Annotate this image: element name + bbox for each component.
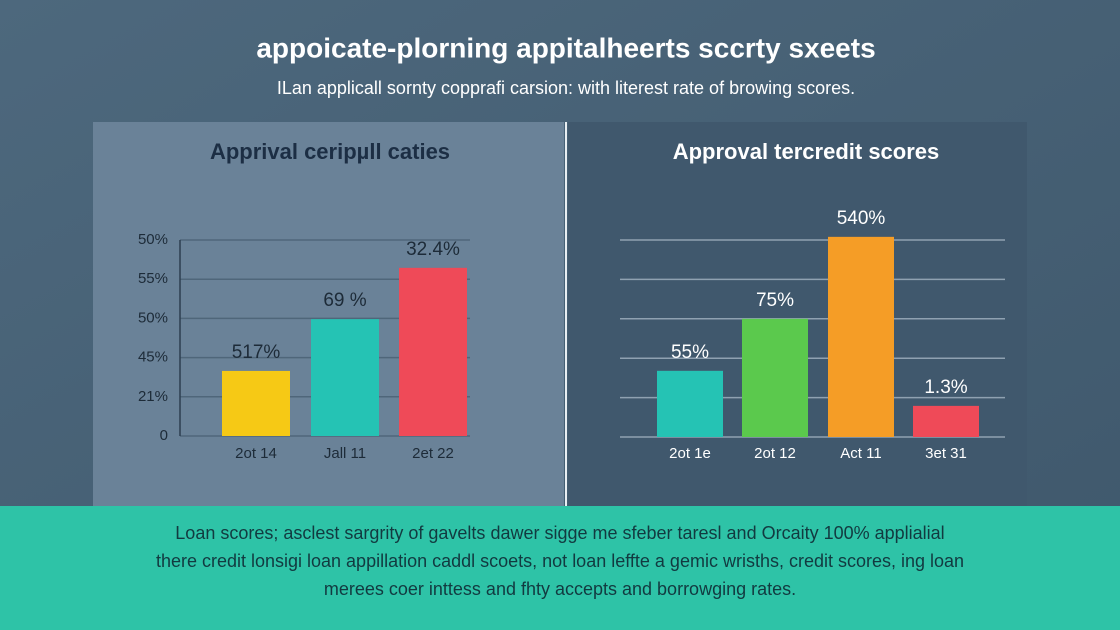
page-title: appoicate-plorning appitalheerts sccrty … (256, 32, 875, 63)
y-tick-label: 45% (138, 349, 168, 366)
footer-band (0, 506, 1120, 630)
chart-title: Apprival ceripµll caties (210, 139, 450, 164)
x-tick-label: Act 11 (840, 445, 881, 462)
bar (657, 370, 723, 437)
x-tick-label: 3et 31 (925, 445, 967, 462)
bar (913, 405, 979, 437)
chart-title: Approval tercredit scores (673, 139, 940, 164)
y-tick-label: 21% (138, 388, 168, 405)
bar (742, 318, 808, 437)
footer-line: Loan scores; asclest sargrity of gavelts… (175, 523, 944, 543)
value-label: 540% (837, 208, 886, 229)
x-tick-label: 2ot 1e (669, 445, 711, 462)
bar (311, 319, 379, 436)
value-label: 517% (232, 342, 281, 363)
footer: Loan scores; asclest sargrity of gavelts… (156, 523, 964, 599)
value-label: 1.3% (924, 377, 967, 398)
y-tick-label: 0 (160, 427, 168, 444)
x-tick-label: 2et 22 (412, 445, 454, 462)
bar (828, 236, 894, 437)
y-tick-label: 50% (138, 231, 168, 248)
x-tick-label: 2ot 14 (235, 445, 277, 462)
y-tick-label: 55% (138, 270, 168, 287)
page-subtitle: ILan applicall sornty coppraﬁ carsion: w… (277, 78, 855, 98)
right-panel (568, 122, 1027, 506)
left-panel (93, 122, 564, 506)
value-label: 69 % (323, 290, 366, 311)
bar (222, 370, 290, 436)
bar (399, 267, 467, 436)
value-label: 32.4% (406, 239, 460, 260)
x-tick-label: Jall 11 (324, 445, 366, 462)
value-label: 75% (756, 290, 794, 311)
y-tick-label: 50% (138, 309, 168, 326)
footer-line: there credit lonsigi loan appillation ca… (156, 551, 964, 571)
footer-line: merees coer inttess and fhty accepts and… (324, 579, 796, 599)
x-tick-label: 2ot 12 (754, 445, 796, 462)
value-label: 55% (671, 342, 709, 363)
